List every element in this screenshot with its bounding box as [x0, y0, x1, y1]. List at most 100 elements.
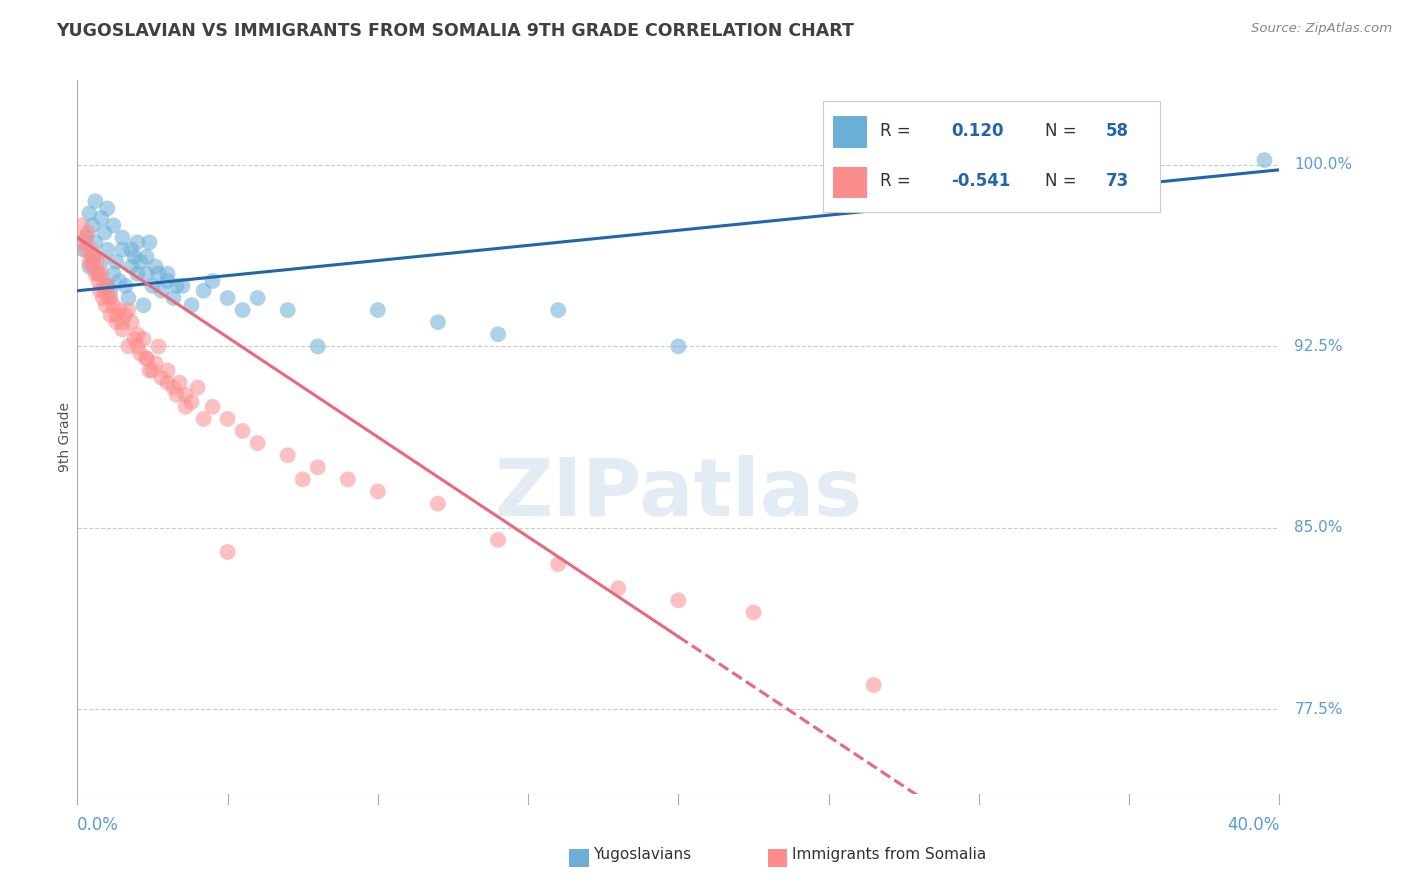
Point — [862, 678, 884, 692]
Point — [162, 380, 184, 394]
Point — [105, 315, 128, 329]
Point — [127, 235, 149, 250]
Point — [108, 303, 131, 318]
Y-axis label: 9th Grade: 9th Grade — [58, 402, 72, 472]
Point — [97, 291, 120, 305]
Point — [246, 436, 269, 450]
Point — [127, 267, 149, 281]
Text: N =: N = — [1046, 172, 1077, 190]
Text: Yugoslavians: Yugoslavians — [593, 847, 692, 862]
Point — [246, 291, 269, 305]
Point — [132, 332, 155, 346]
Point — [127, 327, 149, 342]
Text: 85.0%: 85.0% — [1295, 520, 1343, 535]
Point — [96, 279, 118, 293]
Point — [87, 267, 110, 281]
Point — [117, 291, 139, 305]
Point — [148, 339, 170, 353]
Point — [156, 267, 179, 281]
Point — [84, 267, 107, 281]
Point — [114, 308, 136, 322]
Point — [93, 226, 115, 240]
Point — [73, 230, 96, 244]
Bar — [832, 167, 866, 198]
Point — [111, 230, 134, 244]
Point — [72, 235, 94, 250]
Point — [138, 235, 160, 250]
Point — [156, 274, 179, 288]
Point — [162, 291, 184, 305]
Point — [124, 332, 146, 346]
Text: -0.541: -0.541 — [950, 172, 1011, 190]
Point — [75, 230, 97, 244]
Point — [96, 279, 118, 293]
Text: ZIPatlas: ZIPatlas — [495, 455, 862, 533]
Point — [138, 363, 160, 377]
Point — [135, 267, 157, 281]
Point — [135, 351, 157, 366]
Point — [367, 303, 389, 318]
Point — [742, 606, 765, 620]
Point — [90, 267, 112, 281]
Point — [90, 254, 112, 268]
Point — [72, 243, 94, 257]
Text: 73: 73 — [1107, 172, 1129, 190]
Point — [232, 424, 254, 438]
Point — [120, 260, 142, 274]
Point — [277, 303, 299, 318]
Point — [79, 206, 101, 220]
Point — [486, 327, 509, 342]
Point — [114, 279, 136, 293]
Point — [217, 412, 239, 426]
Point — [103, 298, 125, 312]
Point — [89, 284, 111, 298]
Text: 0.120: 0.120 — [950, 122, 1004, 140]
Point — [427, 315, 450, 329]
Point — [82, 219, 104, 233]
Point — [148, 267, 170, 281]
Point — [111, 243, 134, 257]
Point — [547, 303, 569, 318]
Point — [217, 291, 239, 305]
Point — [103, 219, 125, 233]
Point — [150, 284, 173, 298]
Point — [96, 243, 118, 257]
Text: Immigrants from Somalia: Immigrants from Somalia — [792, 847, 986, 862]
Point — [193, 412, 215, 426]
Point — [135, 250, 157, 264]
Point — [336, 472, 359, 486]
Point — [96, 202, 118, 216]
Text: 58: 58 — [1107, 122, 1129, 140]
Text: R =: R = — [880, 172, 911, 190]
Point — [129, 254, 152, 268]
Point — [111, 322, 134, 336]
Point — [117, 339, 139, 353]
Point — [174, 388, 197, 402]
Point — [86, 254, 108, 268]
Point — [70, 219, 93, 233]
Point — [82, 260, 104, 274]
Text: R =: R = — [880, 122, 911, 140]
Point — [135, 351, 157, 366]
Point — [100, 291, 122, 305]
Point — [79, 260, 101, 274]
Text: 100.0%: 100.0% — [1295, 158, 1353, 172]
Point — [103, 267, 125, 281]
Point — [111, 315, 134, 329]
Point — [141, 363, 163, 377]
Point — [307, 460, 329, 475]
Point — [127, 339, 149, 353]
Point — [277, 448, 299, 462]
Point — [94, 298, 117, 312]
Point — [141, 279, 163, 293]
Point — [108, 274, 131, 288]
Point — [174, 400, 197, 414]
Point — [117, 303, 139, 318]
Point — [180, 395, 202, 409]
Text: 0.0%: 0.0% — [77, 816, 120, 834]
Point — [79, 254, 101, 268]
Point — [367, 484, 389, 499]
Bar — [832, 116, 866, 147]
Point — [291, 472, 314, 486]
Point — [156, 363, 179, 377]
